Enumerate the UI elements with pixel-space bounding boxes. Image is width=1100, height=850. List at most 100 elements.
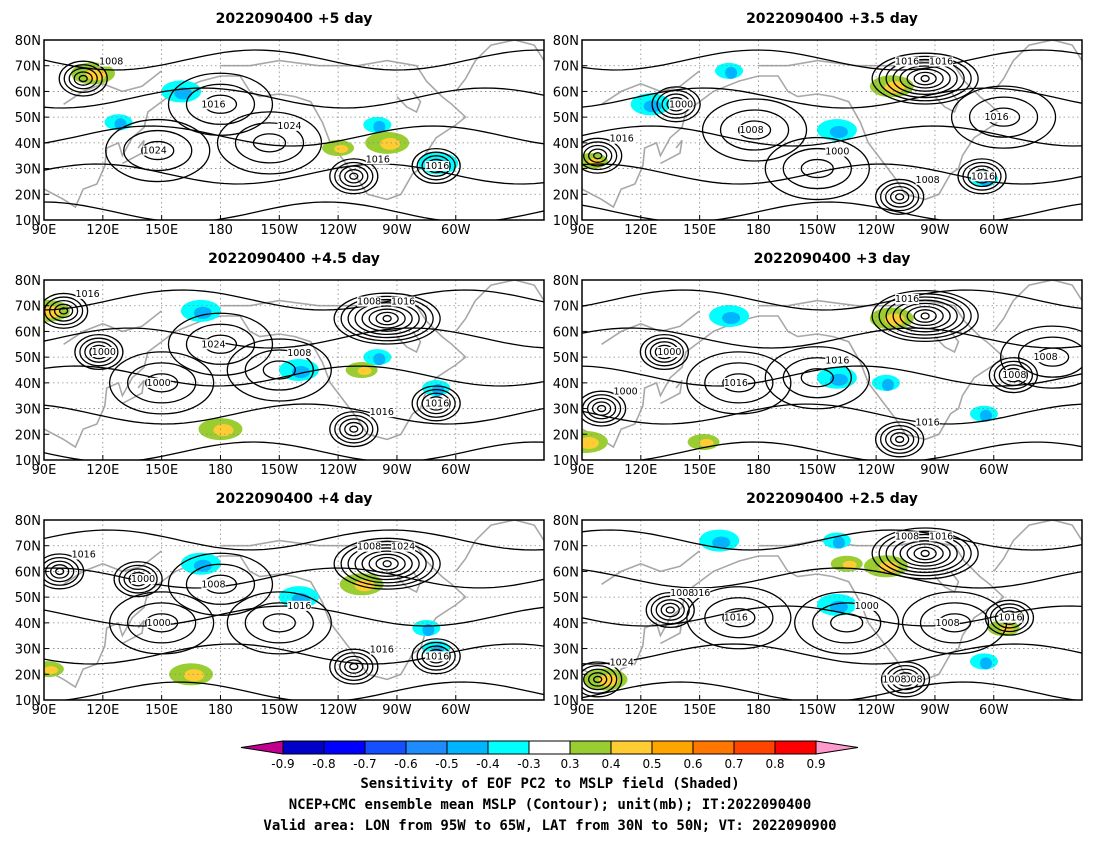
map-panel: 2022090400 +3 day10161000101610081000101… <box>553 251 1083 478</box>
y-tick-label: 70N <box>553 60 579 75</box>
high-contour <box>126 602 197 644</box>
low-contour <box>53 303 74 319</box>
low-contour <box>920 74 930 83</box>
positive-shade-core <box>213 424 234 437</box>
contour-label: 1000 <box>92 347 116 358</box>
isobar <box>44 87 544 109</box>
positive-shade-core <box>582 437 599 449</box>
contour-label: 1016 <box>895 294 919 305</box>
isobar <box>44 365 544 387</box>
x-tick-label: 150W <box>798 223 836 238</box>
y-tick-label: 10N <box>553 454 579 469</box>
y-tick-label: 20N <box>15 188 41 203</box>
map-field: 1008 1000 1016 1016 1016 1000 1008 1024 1016 <box>44 280 544 460</box>
high-contour <box>701 98 808 162</box>
low-contour <box>906 305 944 327</box>
low-contour <box>885 58 965 99</box>
x-tick-label: 180 <box>208 703 233 718</box>
negative-shade-core <box>881 378 894 391</box>
x-tick-label: 60W <box>441 223 471 238</box>
contour-label: 1016 <box>287 601 311 612</box>
high-contour <box>126 362 197 404</box>
low-contour <box>74 333 124 371</box>
isobar <box>44 125 544 147</box>
low-contour <box>339 655 369 678</box>
x-tick-label: 150W <box>798 463 836 478</box>
x-tick-label: 120W <box>857 703 895 718</box>
negative-shade-core <box>422 624 435 636</box>
isobar <box>582 403 1082 425</box>
y-tick-label: 50N <box>15 351 41 366</box>
x-tick-label: 60W <box>441 463 471 478</box>
x-tick-label: 90E <box>570 703 595 718</box>
high-contour <box>719 109 790 151</box>
y-tick-label: 50N <box>553 351 579 366</box>
isobar <box>582 49 1082 71</box>
low-contour <box>913 71 937 86</box>
contour-label: 1008 <box>898 674 922 685</box>
contour-label: 1016 <box>998 613 1022 624</box>
colorbar-bin <box>487 740 530 755</box>
low-contour <box>375 311 399 326</box>
contour-label: 1024 <box>277 121 301 132</box>
isobar <box>44 49 544 71</box>
low-contour <box>655 599 685 621</box>
low-contour <box>411 638 461 675</box>
low-contour <box>44 292 89 329</box>
low-contour <box>885 533 965 574</box>
x-tick-label: 120W <box>319 703 357 718</box>
high-contour <box>812 602 882 644</box>
x-tick-label: 150W <box>260 463 298 478</box>
low-contour <box>874 421 925 458</box>
low-contour <box>878 55 972 102</box>
contour-label: 1016 <box>366 154 390 165</box>
colorbar-label: 0.7 <box>724 757 743 771</box>
map-panels: 2022090400 +5 day10001008100810161016102… <box>0 11 1083 718</box>
x-tick-label: 180 <box>746 703 771 718</box>
low-contour <box>994 606 1025 629</box>
low-contour <box>354 302 420 336</box>
low-contour <box>78 74 88 83</box>
x-tick-label: 60W <box>441 703 471 718</box>
isobar <box>44 529 544 551</box>
y-tick-label: 50N <box>553 591 579 606</box>
contour-label: 1016 <box>971 171 995 182</box>
y-tick-label: 40N <box>15 617 41 632</box>
x-tick-label: 120W <box>857 223 895 238</box>
panel-title: 2022090400 +3 day <box>754 251 911 267</box>
low-contour <box>967 165 997 188</box>
low-contour <box>665 606 675 614</box>
high-contour <box>704 362 774 404</box>
colorbar-bin <box>651 740 694 755</box>
y-tick-label: 40N <box>553 617 579 632</box>
x-tick-label: 150E <box>145 463 178 478</box>
map-panel: 2022090400 +5 day10001008100810161016102… <box>0 11 545 238</box>
contour-label: 1008 <box>99 57 123 68</box>
contour-label: 1008 <box>357 297 381 308</box>
contour-label: 1024 <box>391 542 415 553</box>
low-contour <box>906 68 944 89</box>
negative-shade-core <box>979 409 992 422</box>
y-tick-label: 40N <box>15 137 41 152</box>
low-contour <box>0 77 3 96</box>
low-contour <box>899 540 951 567</box>
contour-label: 1016 <box>425 651 449 662</box>
x-tick-label: 90W <box>920 703 950 718</box>
low-contour <box>421 645 451 668</box>
colorbar-label: 0.6 <box>683 757 702 771</box>
low-contour <box>920 312 930 320</box>
low-contour <box>68 67 98 90</box>
x-tick-label: 90W <box>382 703 412 718</box>
high-contour <box>105 118 211 183</box>
axes: 90E 120E 150E 180 150W 120W 90W 60W 10N 20N 30N 40N… <box>553 34 1009 238</box>
axes: 90E 120E 150E 180 150W 120W 90W 60W 10N 20N 30N 40N… <box>15 34 471 238</box>
mslp-contours <box>0 49 544 220</box>
low-contour <box>416 641 456 671</box>
contour-labels: 1008 1000 1016 1016 1016 1000 1008 1024 1016 <box>76 288 449 418</box>
y-tick-label: 30N <box>553 163 579 178</box>
contour-label: 1016 <box>72 549 96 560</box>
panel-frame <box>581 519 1083 701</box>
x-tick-label: 120E <box>624 703 657 718</box>
x-tick-label: 120E <box>86 463 119 478</box>
low-contour <box>329 648 379 685</box>
